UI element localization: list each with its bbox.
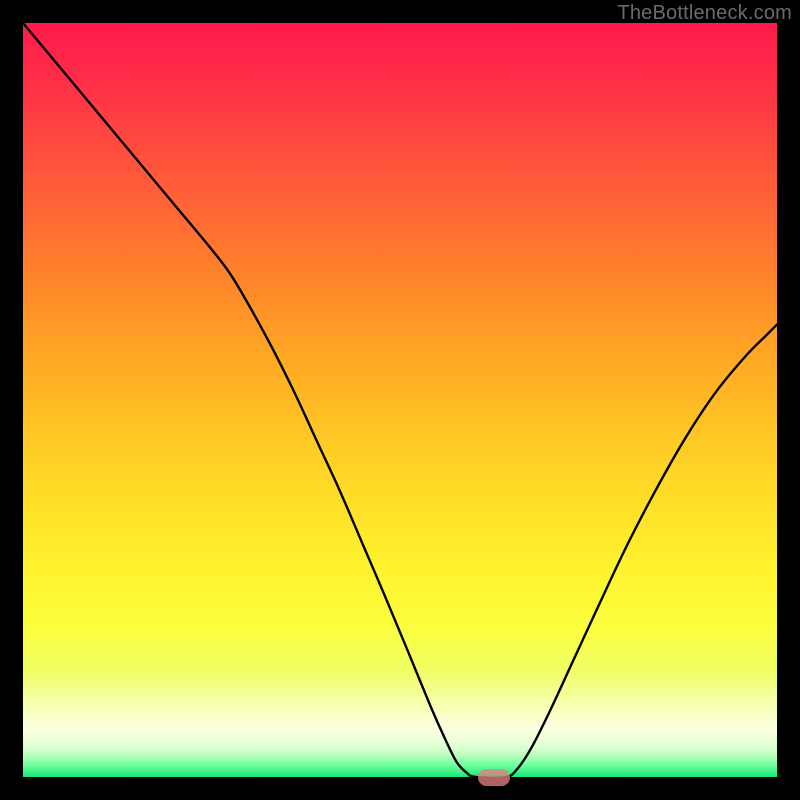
- optimum-marker: [478, 769, 510, 786]
- gradient-background: [23, 23, 777, 777]
- chart-frame: TheBottleneck.com: [0, 0, 800, 800]
- watermark-text: TheBottleneck.com: [617, 2, 792, 25]
- plot-svg: [23, 23, 777, 777]
